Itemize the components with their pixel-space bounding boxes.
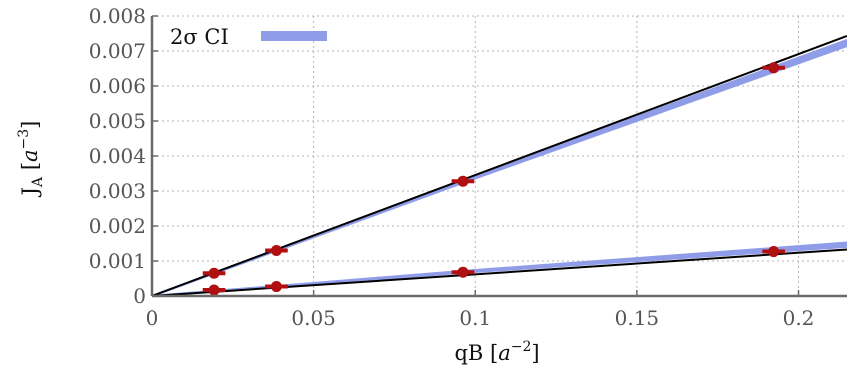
data-point	[208, 284, 220, 296]
data-points	[202, 62, 785, 296]
legend: 2σ CI	[170, 25, 327, 49]
legend-label: 2σ CI	[170, 25, 229, 49]
y-tick-label: 0.005	[89, 109, 146, 133]
y-tick-label: 0.002	[89, 214, 146, 238]
data-point	[457, 266, 469, 278]
data-point	[208, 267, 220, 279]
ci-band	[151, 241, 847, 298]
y-tick-label: 0.007	[89, 39, 146, 63]
legend-swatch	[261, 31, 327, 41]
y-tick-label: 0.001	[89, 249, 146, 273]
data-point	[457, 175, 469, 187]
x-tick-label: 0.15	[615, 306, 660, 330]
data-point	[768, 246, 780, 258]
x-tick-label: 0.1	[459, 306, 491, 330]
data-point	[270, 245, 282, 256]
y-tick-label: 0.003	[89, 179, 146, 203]
tick-labels: 0 0.001 0.002 0.003 0.004 0.005 0.006 0.007 0.00…	[89, 4, 815, 330]
y-tick-label: 0.008	[89, 4, 146, 28]
grid-lines	[152, 15, 847, 296]
x-tick-label: 0.05	[291, 306, 336, 330]
x-tick-label: 0.2	[783, 306, 815, 330]
x-axis-title: qB [a−2]	[454, 339, 539, 365]
x-tick-label: 0	[146, 306, 159, 330]
y-tick-label: 0.004	[89, 144, 146, 168]
y-axis-title: JA [a−3]	[16, 121, 46, 198]
axes	[150, 15, 847, 298]
y-tick-label: 0	[133, 284, 146, 308]
fit-lines	[151, 35, 847, 297]
fit-line	[151, 35, 847, 297]
y-tick-label: 0.006	[89, 74, 146, 98]
data-point	[768, 62, 780, 74]
data-point	[270, 281, 282, 293]
